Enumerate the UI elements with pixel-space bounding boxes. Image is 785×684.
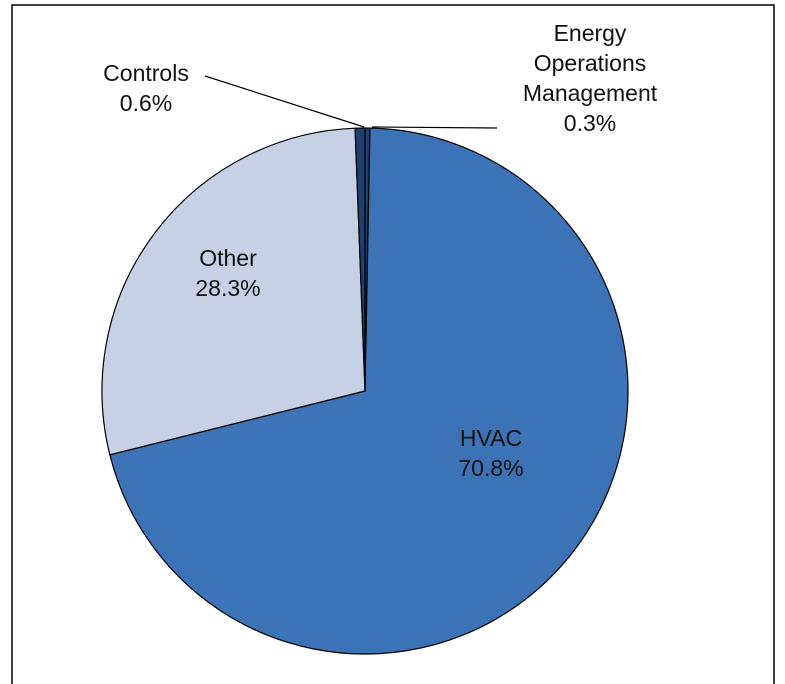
slice-value-label: 0.6%	[119, 90, 173, 116]
slice-value-label: 70.8%	[458, 455, 524, 481]
pie-slice	[354, 127, 366, 392]
slice-value-label: 0.3%	[563, 110, 617, 136]
slice-label: HVAC	[459, 425, 523, 451]
slice-value-label: 28.3%	[195, 275, 261, 301]
leader-line	[371, 126, 498, 129]
frame	[11, 4, 775, 684]
leader-line	[204, 75, 365, 128]
slice-label: Controls	[103, 60, 189, 86]
slice-label: Energy Operations Management	[522, 20, 658, 106]
pie-slice	[101, 127, 366, 456]
slice-label: Other	[199, 245, 257, 271]
pie-slice	[109, 127, 629, 655]
